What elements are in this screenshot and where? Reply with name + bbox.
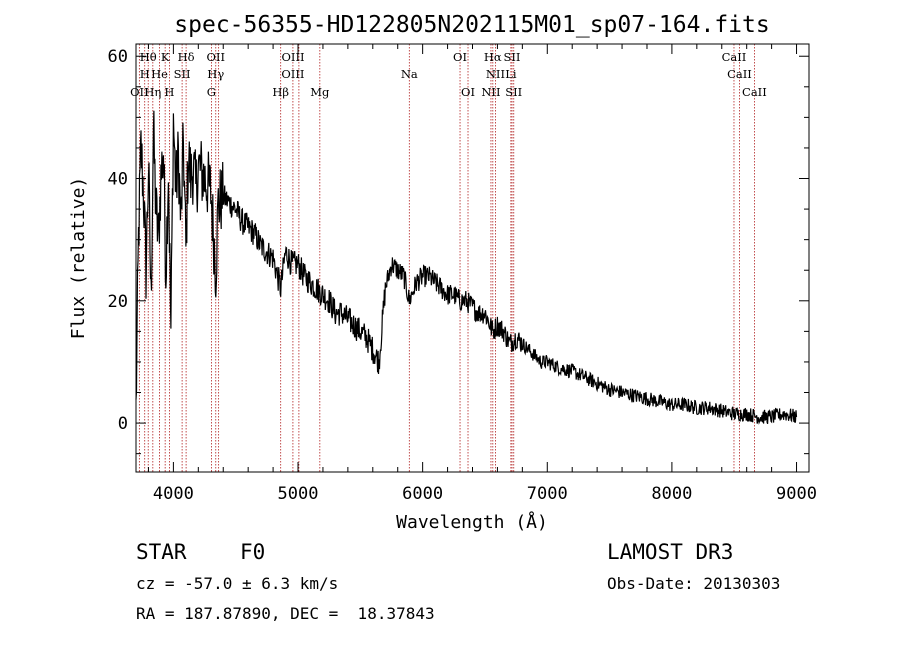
spectral-line-label: H [164,85,174,99]
spectral-line-label: OIII [281,67,304,81]
spectral-line-label: Hα [484,50,502,64]
redshift-info: cz = -57.0 ± 6.3 km/s [136,574,339,593]
coordinates: RA = 187.87890, DEC = 18.37843 [136,604,435,623]
spectral-line-label: Hδ [178,50,195,64]
spectral-line-label: He [151,67,168,81]
spectrum-line [135,110,798,425]
spectral-line-label: OI [461,85,475,99]
spectral-line-label: Hθ [140,50,157,64]
y-tick-label: 40 [108,170,128,190]
obs-date: Obs-Date: 20130303 [607,574,781,593]
spectral-line-label: SII [504,50,521,64]
spectral-line-label: OI [453,50,467,64]
y-tick-label: 60 [108,47,128,67]
spectral-line-label: OII [207,50,226,64]
spectral-line-label: OII [130,85,149,99]
spectral-line-label: CaII [742,85,767,99]
spectral-line-label: Hη [144,85,161,99]
survey-name: LAMOST DR3 [607,540,734,564]
y-axis-label: Flux (relative) [68,177,89,340]
spectral-line-label: CaII [727,67,752,81]
x-tick-label: 7000 [527,484,568,504]
spectral-line-label: SII [174,67,191,81]
chart-title: spec-56355-HD122805N202115M01_sp07-164.f… [174,12,769,38]
spectral-line-label: Mg [310,85,330,99]
spectral-line-label: NII [486,67,505,81]
spectral-line-label: SII [505,85,522,99]
spectral-line-label: G [207,85,216,99]
spectral-line-label: OIII [282,50,305,64]
x-tick-label: 8000 [651,484,692,504]
x-tick-label: 4000 [153,484,194,504]
spectral-line-label: Na [401,67,418,81]
spectral-line-label: H [140,67,150,81]
spectral-line-label: Hβ [272,85,289,99]
object-class: STAR [136,540,187,564]
spectral-line-label: CaII [722,50,747,64]
y-tick-label: 0 [118,414,128,434]
spectral-line-label: K [161,50,170,64]
spectral-line-label: Hγ [207,67,224,81]
x-tick-label: 9000 [776,484,817,504]
spectral-subclass: F0 [240,540,266,564]
x-axis-label: Wavelength (Å) [396,511,548,533]
y-tick-label: 20 [108,292,128,312]
x-tick-label: 6000 [402,484,443,504]
axis-ticks: 4000 5000 6000 7000 8000 9000 0 20 40 60 [108,44,817,504]
x-tick-label: 5000 [278,484,319,504]
spectral-line-label: Li [505,67,517,81]
spectral-line-label: NII [481,85,500,99]
